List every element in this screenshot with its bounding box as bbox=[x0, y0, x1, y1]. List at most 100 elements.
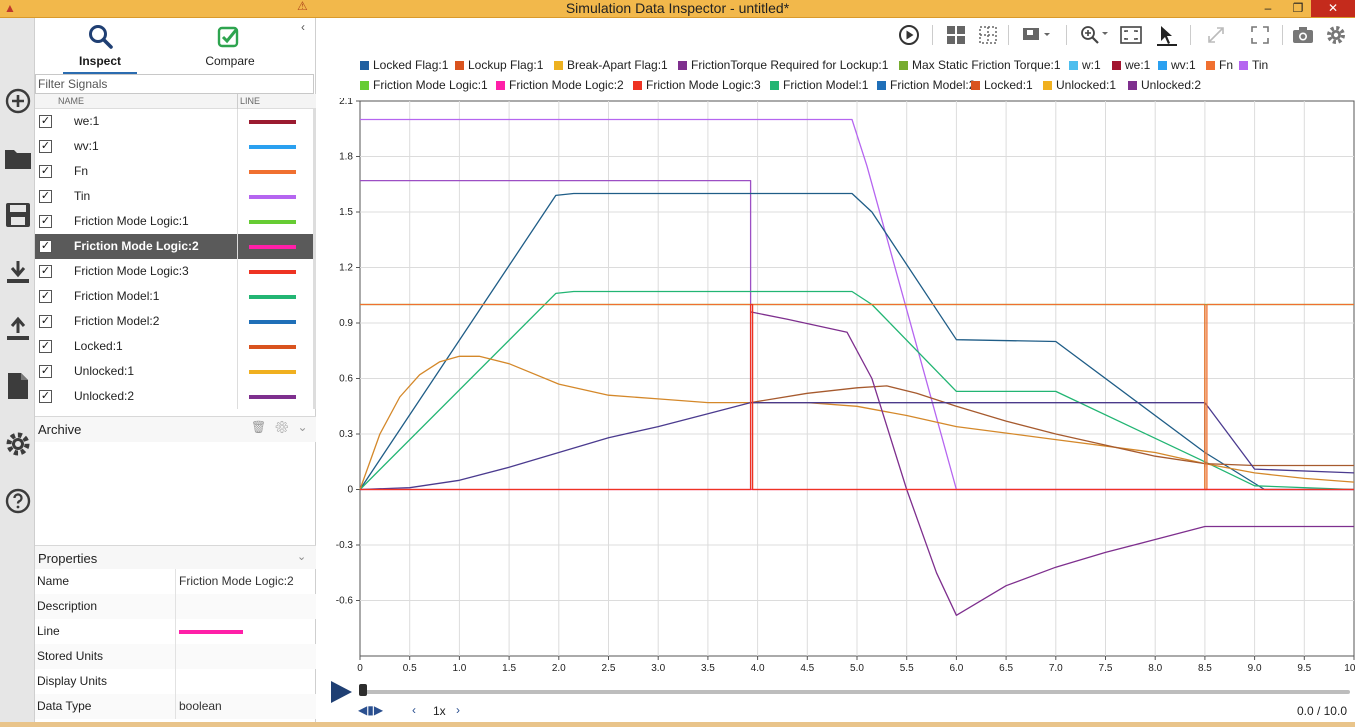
signal-line-swatch[interactable] bbox=[249, 170, 296, 174]
legend-entry[interactable]: Locked Flag:1 bbox=[360, 58, 448, 72]
signal-row[interactable]: ✓ wv:1 bbox=[35, 134, 316, 159]
zoom-icon[interactable] bbox=[1078, 22, 1112, 48]
export-icon[interactable] bbox=[0, 312, 35, 346]
filter-signals-input[interactable] bbox=[35, 74, 314, 94]
line-plot[interactable]: 0 0.5 1.0 1.5 2.0 2.5 3.0 3.5 4.0 4.5 5.0 5.5 6.0 6.5… bbox=[316, 98, 1355, 673]
signal-checkbox[interactable]: ✓ bbox=[39, 165, 52, 178]
signal-line-swatch[interactable] bbox=[249, 120, 296, 124]
expand-icon[interactable] bbox=[1204, 22, 1228, 48]
series-line-4[interactable] bbox=[359, 355, 1355, 490]
signal-line-swatch[interactable] bbox=[249, 220, 296, 224]
signal-line-swatch[interactable] bbox=[249, 195, 296, 199]
step-back-icon[interactable]: ◀▮▶ bbox=[358, 703, 384, 717]
signal-checkbox[interactable]: ✓ bbox=[39, 390, 52, 403]
legend-entry[interactable]: Unlocked:2 bbox=[1128, 78, 1201, 92]
cursor-select-icon[interactable] bbox=[1154, 22, 1180, 48]
archive-section-header[interactable]: Archive 🗑⚙⌄ bbox=[35, 416, 316, 442]
signal-row[interactable]: ✓ Friction Mode Logic:3 bbox=[35, 259, 316, 284]
signal-line-swatch[interactable] bbox=[249, 245, 296, 249]
legend-entry[interactable]: w:1 bbox=[1069, 58, 1101, 72]
open-folder-icon[interactable] bbox=[0, 141, 35, 175]
signal-checkbox[interactable]: ✓ bbox=[39, 115, 52, 128]
signal-line-swatch[interactable] bbox=[249, 345, 296, 349]
signal-checkbox[interactable]: ✓ bbox=[39, 315, 52, 328]
legend-entry[interactable]: we:1 bbox=[1112, 58, 1150, 72]
signal-row[interactable]: ✓ Fn bbox=[35, 159, 316, 184]
properties-section-header[interactable]: Properties ⌄ bbox=[35, 545, 316, 569]
tab-compare[interactable]: Compare bbox=[165, 18, 295, 74]
restore-button[interactable]: ❐ bbox=[1292, 1, 1304, 15]
legend-entry[interactable]: Friction Mode Logic:3 bbox=[633, 78, 761, 92]
signal-checkbox[interactable]: ✓ bbox=[39, 240, 52, 253]
fit-to-view-icon[interactable] bbox=[1118, 22, 1144, 48]
legend-entry[interactable]: Friction Mode Logic:1 bbox=[360, 78, 488, 92]
import-icon[interactable] bbox=[0, 255, 35, 289]
signal-row[interactable]: ✓ Friction Mode Logic:1 bbox=[35, 209, 316, 234]
signal-line-swatch[interactable] bbox=[249, 370, 296, 374]
legend-entry[interactable]: wv:1 bbox=[1158, 58, 1196, 72]
legend-entry[interactable]: FrictionTorque Required for Lockup:1 bbox=[678, 58, 888, 72]
signal-line-swatch[interactable] bbox=[249, 145, 296, 149]
settings-gear-icon[interactable] bbox=[0, 427, 35, 461]
signal-row[interactable]: ✓ Locked:1 bbox=[35, 334, 316, 359]
chevron-down-icon[interactable]: ⌄ bbox=[297, 420, 316, 434]
signal-line-swatch[interactable] bbox=[249, 395, 296, 399]
help-icon[interactable] bbox=[0, 484, 35, 518]
save-icon[interactable] bbox=[0, 198, 35, 232]
signal-line-swatch[interactable] bbox=[249, 320, 296, 324]
layout-subplot-icon[interactable] bbox=[976, 22, 1000, 48]
legend-entry[interactable]: Break-Apart Flag:1 bbox=[554, 58, 668, 72]
playback-speed[interactable]: 1x bbox=[433, 704, 446, 718]
collapse-panel-icon[interactable]: ‹ bbox=[301, 20, 305, 34]
layout-grid-icon[interactable] bbox=[944, 22, 968, 48]
signal-checkbox[interactable]: ✓ bbox=[39, 140, 52, 153]
legend-entry[interactable]: Max Static Friction Torque:1 bbox=[899, 58, 1061, 72]
legend-entry[interactable]: Friction Mode Logic:2 bbox=[496, 78, 624, 92]
plot-settings-gear-icon[interactable] bbox=[1324, 22, 1348, 48]
signal-line-swatch[interactable] bbox=[249, 270, 296, 274]
fullscreen-icon[interactable] bbox=[1248, 22, 1272, 48]
series-line-6[interactable] bbox=[359, 401, 1355, 491]
signal-list-scrollbar[interactable] bbox=[313, 109, 316, 409]
slower-chevron-icon[interactable]: ‹ bbox=[412, 703, 416, 717]
trash-icon[interactable]: 🗑 bbox=[251, 420, 275, 434]
signal-row[interactable]: ✓ we:1 bbox=[35, 109, 316, 134]
faster-chevron-icon[interactable]: › bbox=[456, 703, 460, 717]
signal-row[interactable]: ✓ Friction Mode Logic:2 bbox=[35, 234, 316, 259]
signal-checkbox[interactable]: ✓ bbox=[39, 340, 52, 353]
quick-access-icon[interactable]: ⚠ bbox=[297, 0, 308, 13]
series-line-13[interactable] bbox=[360, 303, 1354, 491]
legend-entry[interactable]: Tin bbox=[1239, 58, 1268, 72]
archive-gear-icon[interactable]: ⚙ bbox=[274, 420, 298, 434]
series-line-7[interactable] bbox=[750, 311, 1354, 616]
legend-entry[interactable]: Locked:1 bbox=[971, 78, 1033, 92]
legend-entry[interactable]: Friction Model:1 bbox=[770, 78, 868, 92]
signal-row[interactable]: ✓ Unlocked:2 bbox=[35, 384, 316, 409]
play-icon[interactable] bbox=[328, 679, 354, 705]
property-line-swatch[interactable] bbox=[179, 630, 243, 634]
replay-icon[interactable] bbox=[896, 22, 922, 48]
time-slider-track[interactable] bbox=[362, 690, 1350, 694]
visualization-dropdown-icon[interactable] bbox=[1020, 22, 1056, 48]
close-button[interactable]: ✕ bbox=[1311, 0, 1355, 17]
camera-snapshot-icon[interactable] bbox=[1291, 22, 1315, 48]
signal-checkbox[interactable]: ✓ bbox=[39, 265, 52, 278]
signal-checkbox[interactable]: ✓ bbox=[39, 290, 52, 303]
properties-chevron-icon[interactable]: ⌄ bbox=[297, 551, 307, 563]
tab-inspect[interactable]: Inspect bbox=[35, 18, 165, 74]
legend-entry[interactable]: Lockup Flag:1 bbox=[455, 58, 543, 72]
series-line-2[interactable] bbox=[359, 192, 1354, 491]
time-slider-thumb[interactable] bbox=[359, 684, 367, 696]
signal-line-swatch[interactable] bbox=[249, 295, 296, 299]
signal-row[interactable]: ✓ Friction Model:1 bbox=[35, 284, 316, 309]
legend-entry[interactable]: Unlocked:1 bbox=[1043, 78, 1116, 92]
signal-row[interactable]: ✓ Friction Model:2 bbox=[35, 309, 316, 334]
signal-checkbox[interactable]: ✓ bbox=[39, 365, 52, 378]
series-line-3[interactable] bbox=[359, 290, 1355, 491]
signal-row[interactable]: ✓ Unlocked:1 bbox=[35, 359, 316, 384]
property-value[interactable]: Friction Mode Logic:2 bbox=[179, 574, 294, 588]
property-value[interactable]: boolean bbox=[179, 699, 222, 713]
signal-checkbox[interactable]: ✓ bbox=[39, 190, 52, 203]
legend-entry[interactable]: Friction Model:2 bbox=[877, 78, 975, 92]
legend-entry[interactable]: Fn bbox=[1206, 58, 1233, 72]
